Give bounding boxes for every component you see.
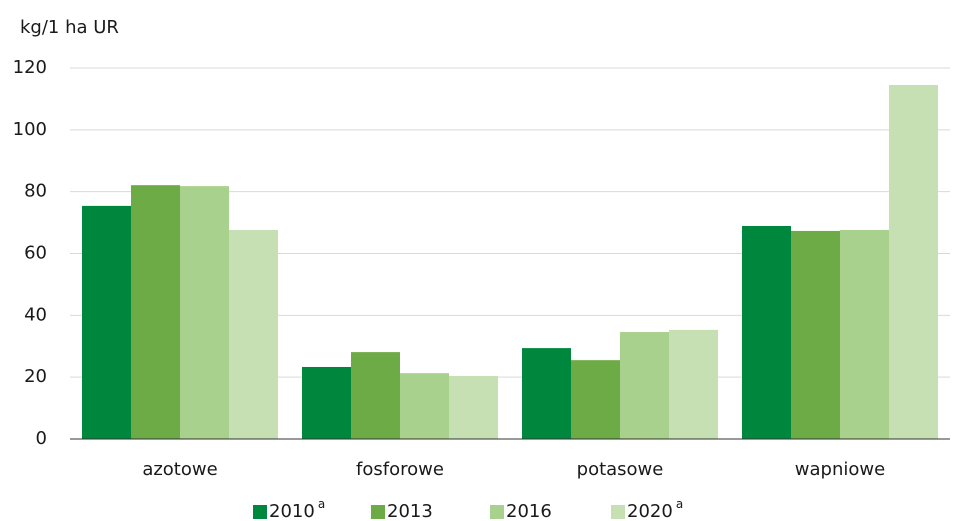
bar: [840, 230, 889, 439]
bar: [229, 230, 278, 439]
y-tick-label: 60: [24, 243, 47, 264]
x-tick-label: wapniowe: [795, 459, 885, 480]
y-tick-label: 40: [24, 304, 47, 325]
bar: [889, 85, 938, 440]
bar: [571, 360, 620, 439]
y-tick-label: 0: [36, 428, 47, 449]
legend-swatch: [253, 505, 267, 519]
bar: [522, 348, 571, 439]
bar: [180, 186, 229, 439]
legend-name: 2020: [627, 501, 673, 521]
bar: [791, 230, 840, 439]
y-tick-label: 20: [24, 366, 47, 387]
x-tick-label: azotowe: [142, 459, 217, 480]
legend-footnote: a: [676, 497, 683, 511]
legend-label: 2020 a: [627, 497, 683, 521]
bar: [449, 375, 498, 439]
legend-label: 2016: [506, 501, 552, 521]
bar: [302, 366, 351, 439]
legend-footnote: a: [318, 497, 325, 511]
legend-swatch: [611, 505, 625, 519]
y-tick-label: 80: [24, 181, 47, 202]
bar: [620, 332, 669, 439]
y-tick-label: 120: [13, 57, 47, 78]
legend-label: 2013: [387, 501, 433, 521]
bar: [351, 352, 400, 439]
x-tick-label: potasowe: [577, 459, 664, 480]
legend-name: 2016: [506, 501, 552, 521]
legend-swatch: [490, 505, 504, 519]
bar: [669, 329, 718, 439]
legend-label: 2010 a: [269, 497, 325, 521]
x-tick-label: fosforowe: [356, 459, 444, 480]
legend-name: 2010: [269, 501, 315, 521]
bar: [82, 205, 131, 439]
bar: [131, 185, 180, 439]
bar: [400, 373, 449, 439]
legend-name: 2013: [387, 501, 433, 521]
bar: [742, 225, 791, 439]
legend-swatch: [371, 505, 385, 519]
y-axis-label: kg/1 ha UR: [20, 17, 119, 38]
y-tick-label: 100: [13, 119, 47, 140]
